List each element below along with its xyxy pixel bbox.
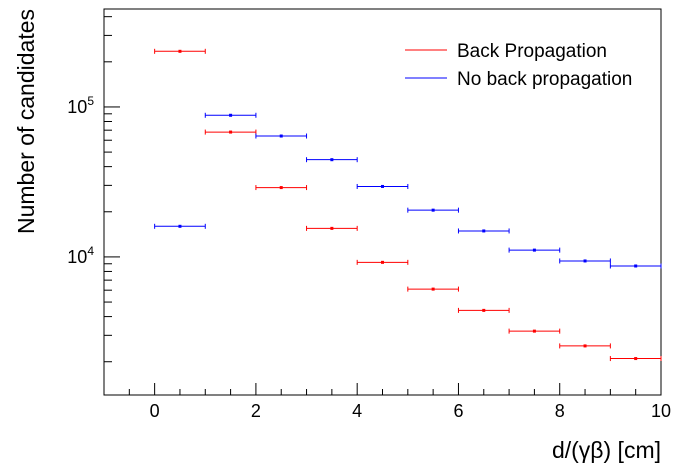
x-axis-title: d/(γβ) [cm] (552, 437, 661, 463)
x-tick-label: 4 (352, 401, 362, 421)
y-axis: 104 105 (67, 16, 120, 363)
data-point (330, 158, 334, 162)
data-point (583, 344, 587, 348)
data-point (482, 308, 486, 312)
data-point (229, 130, 233, 134)
x-tick-label: 6 (453, 401, 463, 421)
data-point (532, 329, 536, 333)
data-point (279, 134, 283, 138)
data-point (229, 113, 233, 117)
x-axis: 0 2 4 6 8 10 (103, 383, 671, 421)
data-point (431, 208, 435, 212)
x-tick-label: 0 (150, 401, 160, 421)
x-tick-label: 8 (555, 401, 565, 421)
y-tick-label: 105 (67, 94, 94, 117)
legend-label-no-back-propagation: No back propagation (457, 69, 632, 90)
data-point (431, 287, 435, 291)
data-point (381, 260, 384, 264)
data-point (532, 248, 536, 252)
data-point (634, 357, 638, 361)
series-no-back-propagation (154, 112, 662, 269)
data-point (178, 224, 182, 228)
y-axis-title: Number of candidates (13, 9, 39, 234)
x-tick-label: 2 (251, 401, 261, 421)
data-series (154, 48, 662, 362)
data-point (279, 186, 283, 190)
data-point (330, 226, 334, 230)
legend-label-back-propagation: Back Propagation (457, 41, 607, 62)
data-point (381, 184, 384, 188)
series-back-propagation (154, 48, 662, 362)
legend: Back Propagation No back propagation (405, 41, 632, 90)
data-point (583, 259, 587, 263)
data-point (482, 229, 486, 233)
x-tick-label: 10 (651, 401, 671, 421)
data-point (634, 264, 638, 268)
plot-frame (103, 8, 662, 396)
data-point (178, 49, 182, 53)
y-tick-label: 104 (67, 244, 94, 267)
